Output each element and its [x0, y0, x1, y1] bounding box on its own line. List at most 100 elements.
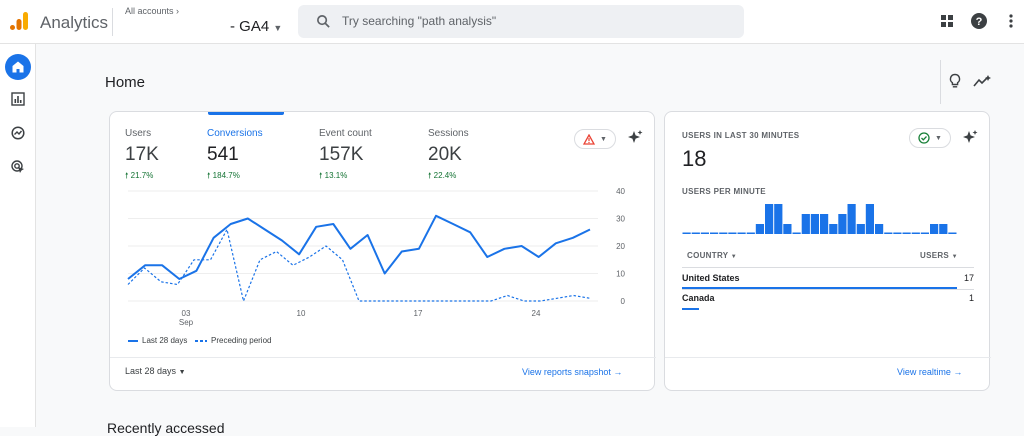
minute-bar[interactable] — [810, 214, 819, 234]
nav-home[interactable] — [5, 54, 31, 80]
card-footer-divider — [665, 357, 991, 358]
minute-bar[interactable] — [737, 232, 746, 235]
minute-bar[interactable] — [746, 232, 755, 235]
users-column-header[interactable]: USERS ▼ — [920, 251, 958, 260]
minute-bar[interactable] — [865, 204, 874, 234]
date-range-label: Last 28 days — [125, 366, 177, 376]
x-tick-month-label: Sep — [179, 318, 194, 327]
minute-bar[interactable] — [930, 224, 939, 234]
legend-label: Preceding period — [211, 336, 272, 345]
apps-grid-icon[interactable] — [938, 12, 956, 30]
legend-solid-swatch — [128, 339, 138, 342]
tab-change-value: 13.1% — [324, 171, 348, 180]
arrow-right-icon: → — [953, 367, 963, 377]
minute-bar[interactable] — [719, 232, 728, 235]
all-accounts-link[interactable]: All accounts › — [125, 6, 179, 16]
realtime-value: 18 — [682, 146, 707, 171]
tab-users[interactable]: Users 17K 🠕 21.7% — [125, 128, 159, 184]
trending-sparkle-icon[interactable] — [973, 74, 991, 88]
series-line-current — [127, 214, 591, 280]
minute-bar[interactable] — [774, 204, 783, 234]
tab-sessions[interactable]: Sessions 20K 🠕 22.4% — [428, 128, 469, 184]
caret-down-icon: ▼ — [273, 23, 283, 33]
minute-bar[interactable] — [700, 232, 709, 235]
tab-change: 🠕 21.7% — [125, 170, 159, 184]
date-range-selector[interactable]: Last 28 days ▼ — [125, 366, 186, 376]
table-row[interactable]: Canada 1 — [682, 293, 974, 313]
page-title: Home — [105, 74, 146, 91]
minute-bar[interactable] — [792, 232, 801, 235]
insights-bulb-icon[interactable] — [948, 73, 962, 89]
tab-change-value: 184.7% — [212, 171, 240, 180]
explore-icon — [11, 126, 25, 140]
tab-value: 17K — [125, 144, 159, 165]
search-bar[interactable]: Try searching "path analysis" — [298, 5, 744, 38]
minute-bar[interactable] — [801, 214, 810, 234]
more-vert-icon[interactable] — [1002, 12, 1020, 30]
minute-bar[interactable] — [875, 224, 884, 234]
minute-bar[interactable] — [893, 232, 902, 235]
tab-label: Event count — [319, 128, 372, 139]
bar-chart-icon — [11, 92, 25, 106]
minute-bar[interactable] — [682, 232, 691, 235]
minute-bar[interactable] — [765, 204, 774, 234]
minute-bar[interactable] — [856, 224, 865, 234]
tab-change: 🠕 184.7% — [207, 170, 263, 184]
legend-previous: Preceding period — [195, 336, 271, 345]
minute-bar[interactable] — [902, 232, 911, 235]
link-label: View reports snapshot — [522, 367, 611, 377]
ai-sparkle-icon[interactable] — [626, 129, 644, 147]
tab-change: 🠕 13.1% — [319, 170, 372, 184]
header-divider — [112, 8, 113, 36]
caret-down-icon: ▼ — [178, 369, 186, 376]
tab-event-count[interactable]: Event count 157K 🠕 13.1% — [319, 128, 372, 184]
realtime-card: USERS IN LAST 30 MINUTES 18 ▼ USERS PER … — [664, 111, 991, 391]
nav-advertising[interactable] — [5, 154, 31, 180]
minute-bar[interactable] — [920, 232, 929, 235]
series-line-previous — [127, 228, 591, 302]
minute-bar[interactable] — [847, 204, 856, 234]
nav-explore[interactable] — [5, 120, 31, 146]
minute-bar[interactable] — [838, 214, 847, 234]
analytics-logo-icon[interactable] — [8, 10, 30, 32]
help-icon[interactable]: ? — [970, 12, 988, 30]
arrow-up-icon: 🠕 — [125, 171, 129, 180]
minute-bar[interactable] — [911, 232, 920, 235]
card-footer-divider — [110, 357, 656, 358]
view-realtime-link[interactable]: View realtime → — [897, 367, 962, 377]
nav-reports[interactable] — [5, 86, 31, 112]
minute-bar[interactable] — [884, 232, 893, 235]
x-tick-label: 03 — [182, 309, 191, 318]
minute-bar[interactable] — [939, 224, 948, 234]
minute-bar[interactable] — [948, 232, 957, 235]
minute-bar[interactable] — [783, 224, 792, 234]
minute-bar[interactable] — [820, 214, 829, 234]
country-column-header[interactable]: COUNTRY ▼ — [687, 251, 737, 260]
view-reports-snapshot-link[interactable]: View reports snapshot → — [522, 367, 622, 377]
home-icon — [12, 61, 24, 73]
minute-bar[interactable] — [710, 232, 719, 235]
ai-sparkle-icon[interactable] — [961, 129, 979, 147]
caret-down-icon: ▼ — [951, 254, 958, 260]
data-quality-alert-button[interactable]: ▼ — [574, 129, 616, 149]
app-title[interactable]: Analytics — [40, 13, 109, 32]
active-tab-indicator — [208, 112, 284, 115]
minute-bar[interactable] — [691, 232, 700, 235]
tab-conversions[interactable]: Conversions 541 🠕 184.7% — [207, 128, 263, 184]
property-name: - GA4 — [230, 18, 270, 35]
top-bar: Analytics All accounts › - GA4 ▼ Try sea… — [0, 0, 1024, 44]
property-selector[interactable]: - GA4 ▼ — [230, 18, 282, 35]
tab-label: Sessions — [428, 128, 469, 139]
column-label: USERS — [920, 251, 950, 260]
caret-down-icon: ▼ — [730, 254, 737, 260]
minute-bar[interactable] — [728, 232, 737, 235]
minute-bar[interactable] — [829, 224, 838, 234]
table-row[interactable]: United States 17 — [682, 273, 974, 293]
realtime-status-button[interactable]: ▼ — [909, 128, 951, 148]
y-tick-label: 10 — [616, 270, 625, 279]
minute-bar[interactable] — [755, 224, 764, 234]
link-label: View realtime — [897, 367, 951, 377]
row-divider — [682, 289, 974, 290]
y-tick-label: 0 — [621, 297, 626, 306]
